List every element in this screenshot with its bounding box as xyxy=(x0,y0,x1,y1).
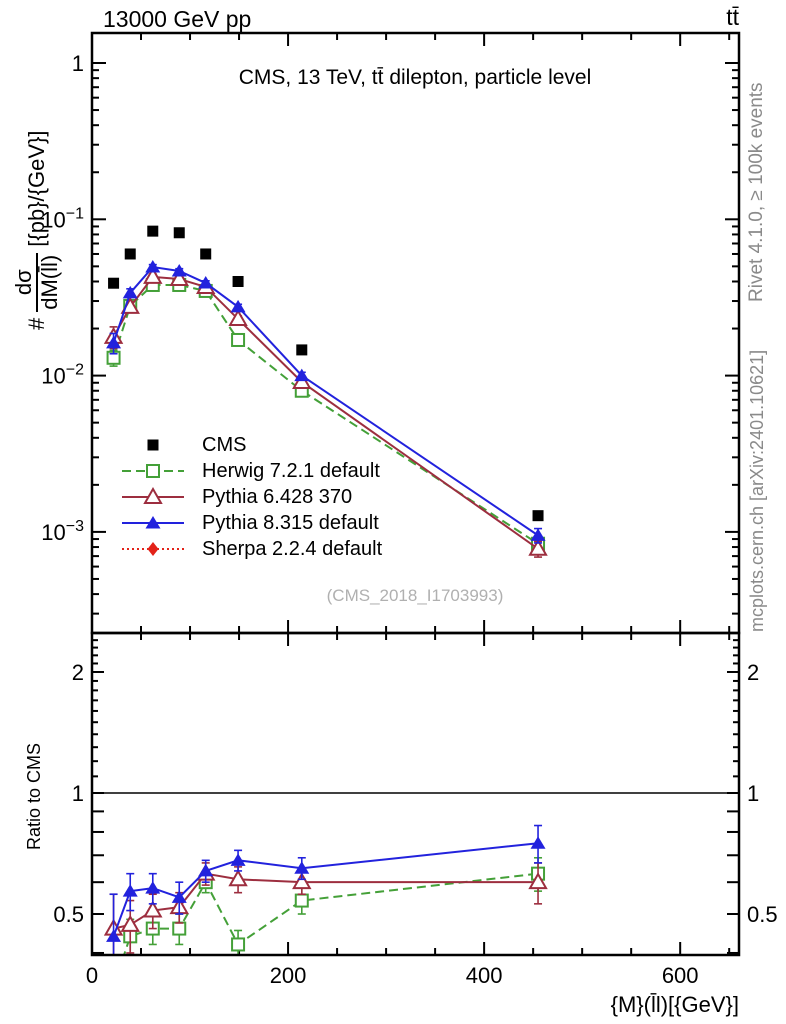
svg-text:10−1: 10−1 xyxy=(41,205,84,232)
svg-text:0: 0 xyxy=(86,963,98,988)
x-axis-title: {M}(l̄l)[{GeV}] xyxy=(610,992,739,1017)
cms-marker-icon xyxy=(120,434,186,456)
ratio-panel xyxy=(90,631,741,957)
process-label: tt̄ xyxy=(726,4,739,30)
svg-text:1: 1 xyxy=(72,51,84,76)
mcplots-arxiv-note: mcplots.cern.ch [arXiv:2401.10621] xyxy=(747,349,767,632)
svg-text:1: 1 xyxy=(747,781,759,806)
y-axis-title-numerator: dσ xyxy=(11,269,36,296)
legend-label: Herwig 7.2.1 default xyxy=(202,459,380,482)
legend-item-cms: CMS xyxy=(120,432,382,458)
svg-text:2: 2 xyxy=(747,660,759,685)
legend-item-pythia8: Pythia 8.315 default xyxy=(120,510,382,536)
herwig-marker-icon xyxy=(120,460,186,482)
y-axis-title-units: [{pb}/{GeV}] xyxy=(23,130,49,247)
ratio-axis-title: Ratio to CMS xyxy=(24,742,44,850)
legend-label: Pythia 6.428 370 xyxy=(202,485,353,508)
legend-label: CMS xyxy=(202,433,247,456)
legend-item-pythia6: Pythia 6.428 370 xyxy=(120,484,382,510)
rivet-version-note: Rivet 4.1.0, ≥ 100k events xyxy=(746,82,767,302)
legend-label: Pythia 8.315 default xyxy=(202,511,379,534)
sherpa-marker-icon xyxy=(120,538,186,560)
pythia8-marker-icon xyxy=(120,512,186,534)
legend-item-herwig: Herwig 7.2.1 default xyxy=(120,458,382,484)
svg-text:400: 400 xyxy=(466,963,503,988)
svg-text:0.5: 0.5 xyxy=(53,902,84,927)
pythia6-marker-icon xyxy=(120,486,186,508)
y-axis-title-prefix: # xyxy=(23,317,49,330)
svg-text:0.5: 0.5 xyxy=(747,902,778,927)
svg-text:200: 200 xyxy=(270,963,307,988)
y-axis-title-fraction: dσ dM(l̄l) xyxy=(11,252,62,312)
svg-text:1: 1 xyxy=(72,781,84,806)
y-axis-title: # dσ dM(l̄l) [{pb}/{GeV}] xyxy=(11,130,62,330)
svg-text:2: 2 xyxy=(72,660,84,685)
legend: CMS Herwig 7.2.1 default Pythia 6.428 37… xyxy=(120,432,382,562)
legend-item-sherpa: Sherpa 2.2.4 default xyxy=(120,536,382,562)
watermark: (CMS_2018_I1703993) xyxy=(326,586,504,605)
svg-text:10−3: 10−3 xyxy=(41,518,84,545)
beam-energy-label: 13000 GeV pp xyxy=(103,6,252,32)
panel-title: CMS, 13 TeV, tt̄ dilepton, particle leve… xyxy=(238,66,592,89)
svg-text:600: 600 xyxy=(662,963,699,988)
legend-label: Sherpa 2.2.4 default xyxy=(202,537,383,560)
svg-text:10−2: 10−2 xyxy=(41,362,84,389)
y-axis-title-denominator: dM(l̄l) xyxy=(35,252,62,312)
